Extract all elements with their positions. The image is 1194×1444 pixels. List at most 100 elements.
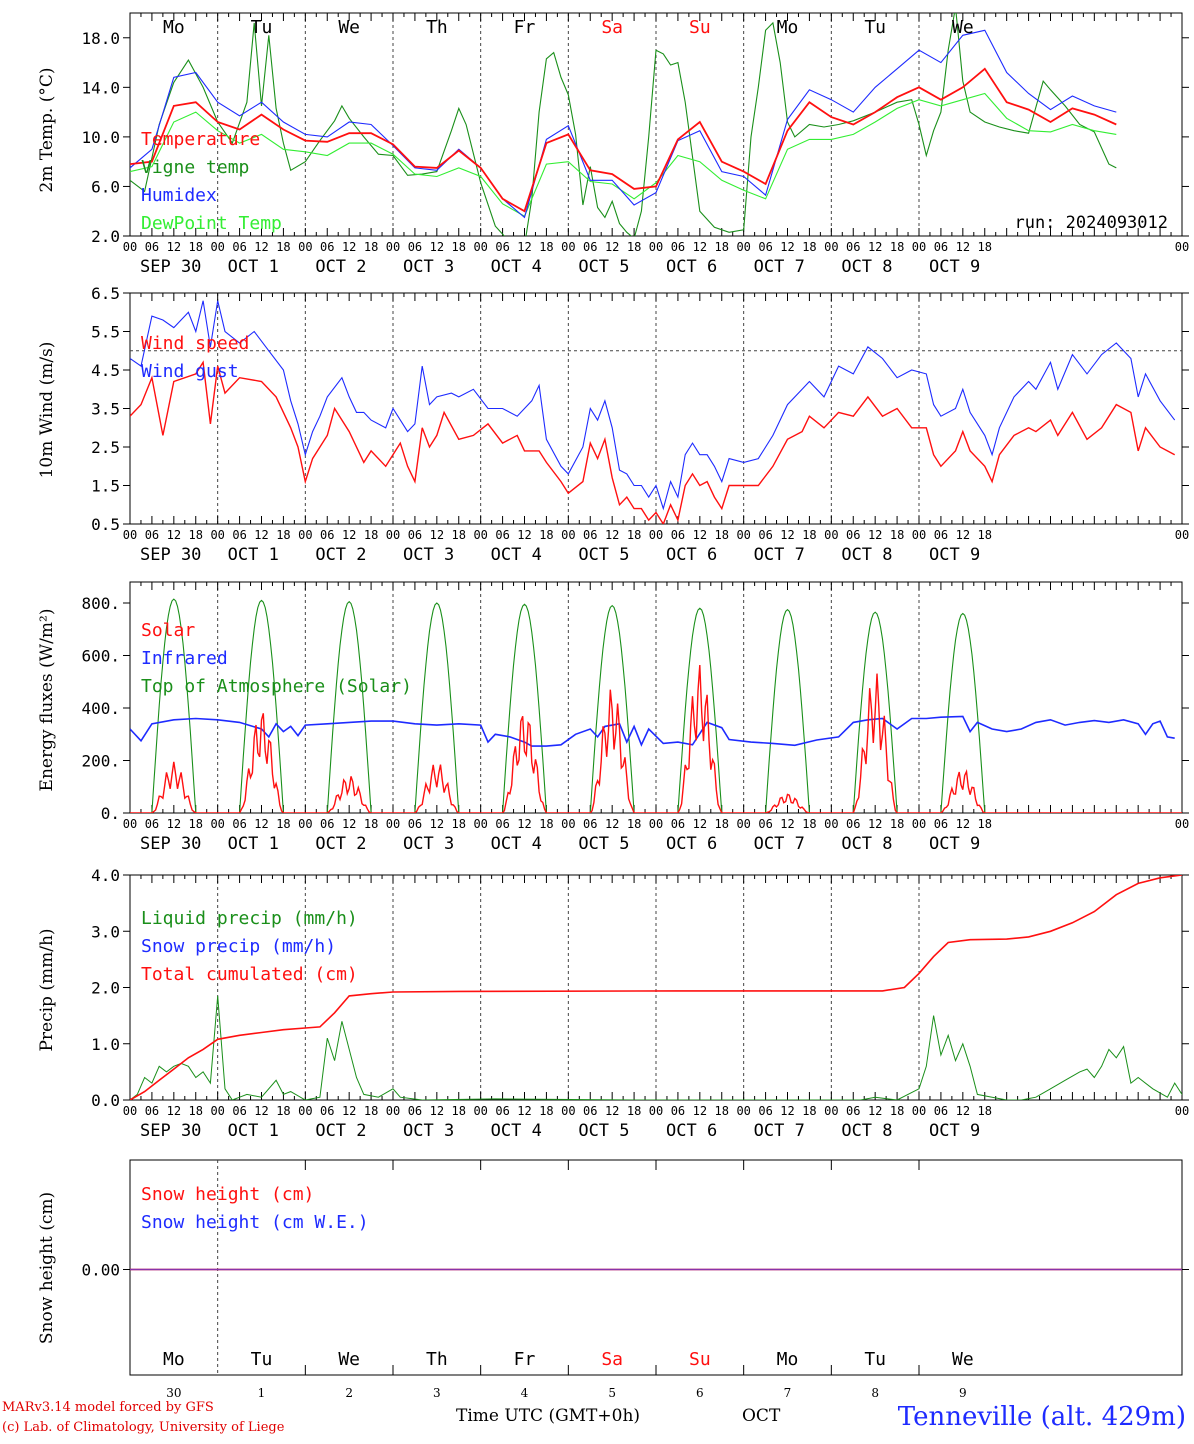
hour-tick-label: 18 — [627, 817, 641, 831]
date-label: OCT 5 — [578, 257, 629, 277]
hour-tick-label: 12 — [517, 1104, 531, 1118]
hour-tick-label: 06 — [320, 1104, 334, 1118]
hour-tick-label: 12 — [605, 240, 619, 254]
legend-entry: DewPoint Temp — [141, 213, 282, 234]
hour-tick-label: 06 — [758, 240, 772, 254]
day-name: Th — [426, 1349, 448, 1370]
date-label: OCT 4 — [491, 257, 542, 277]
day-name: We — [338, 17, 360, 38]
hour-tick-label: 12 — [693, 240, 707, 254]
day-number: 4 — [521, 1386, 529, 1400]
date-label: OCT 5 — [578, 834, 629, 854]
hour-tick-label: 12 — [868, 817, 882, 831]
day-number: 8 — [871, 1386, 879, 1400]
hour-tick-label: 12 — [254, 1104, 268, 1118]
date-label: OCT 5 — [578, 1121, 629, 1141]
date-label: OCT 1 — [228, 257, 279, 277]
day-number: 9 — [959, 1386, 967, 1400]
hour-tick-label: 06 — [583, 1104, 597, 1118]
hour-tick-label: 00 — [561, 1104, 575, 1118]
date-label: SEP 30 — [140, 834, 201, 854]
hour-tick-label: 18 — [189, 528, 203, 542]
y-axis-label: Precip (mm/h) — [37, 928, 57, 1051]
hour-tick-label: 12 — [956, 528, 970, 542]
legend-entry: Humidex — [141, 185, 217, 206]
hour-tick-label: 18 — [802, 528, 816, 542]
hour-tick-label: 00 — [736, 1104, 750, 1118]
day-name: Fr — [514, 1349, 536, 1370]
hour-tick-label: 06 — [934, 817, 948, 831]
date-label: SEP 30 — [140, 257, 201, 277]
hour-tick-label: 00 — [736, 817, 750, 831]
hour-tick-label: 00 — [386, 1104, 400, 1118]
hour-tick-label: 00 — [824, 817, 838, 831]
hour-tick-label: 06 — [671, 528, 685, 542]
date-label: OCT 7 — [754, 834, 805, 854]
hour-tick-label: 06 — [934, 528, 948, 542]
legend-entry: Infrared — [141, 648, 228, 669]
hour-tick-label: 00 — [649, 1104, 663, 1118]
series-wind-speed — [130, 360, 1176, 524]
hour-tick-label: 18 — [978, 1104, 992, 1118]
day-number: 30 — [166, 1386, 181, 1400]
hour-tick-label: 18 — [276, 1104, 290, 1118]
hour-tick-label: 06 — [408, 528, 422, 542]
hour-tick-label: 06 — [232, 817, 246, 831]
hour-tick-label: 12 — [430, 528, 444, 542]
hour-tick-label: 18 — [627, 528, 641, 542]
hour-tick-label: 06 — [408, 240, 422, 254]
y-tick-label: 0.5 — [91, 515, 120, 534]
hour-tick-label: 00 — [210, 240, 224, 254]
hour-tick-label: 18 — [189, 817, 203, 831]
date-label: OCT 7 — [754, 257, 805, 277]
date-label: OCT 2 — [315, 257, 366, 277]
y-tick-label: 4.5 — [91, 361, 120, 380]
legend-entry: Vigne temp — [141, 157, 249, 178]
y-tick-label: 14.0 — [81, 78, 120, 97]
legend-entry: Top of Atmosphere (Solar) — [141, 676, 412, 697]
hour-tick-label: 12 — [780, 817, 794, 831]
legend-entry: Snow height (cm W.E.) — [141, 1212, 369, 1233]
hour-tick-label: 18 — [276, 240, 290, 254]
y-tick-label: 1.5 — [91, 477, 120, 496]
hour-tick-label: 12 — [254, 528, 268, 542]
hour-tick-label: 06 — [232, 240, 246, 254]
hour-tick-label: 00 — [123, 528, 137, 542]
legend-entry: Solar — [141, 620, 195, 641]
hour-tick-label: 00 — [123, 1104, 137, 1118]
hour-tick-label: 06 — [145, 817, 159, 831]
run-label: run: 2024093012 — [1014, 213, 1168, 233]
hour-tick-label: 00 — [649, 240, 663, 254]
day-name: Tu — [251, 17, 273, 38]
hour-tick-label: 06 — [320, 240, 334, 254]
date-label: SEP 30 — [140, 545, 201, 565]
day-name: Tu — [864, 1349, 886, 1370]
hour-tick-label: 00 — [473, 240, 487, 254]
date-label: OCT 8 — [841, 834, 892, 854]
y-axis-label: 2m Temp. (°C) — [37, 67, 57, 192]
lab-credit: (c) Lab. of Climatology, University of L… — [2, 1420, 285, 1435]
hour-tick-label: 12 — [517, 817, 531, 831]
day-name: Su — [689, 17, 711, 38]
hour-tick-label: 06 — [320, 817, 334, 831]
hour-tick-label: 06 — [232, 1104, 246, 1118]
y-tick-label: 200. — [81, 752, 120, 771]
hour-tick-label: 12 — [693, 528, 707, 542]
hour-tick-label: 18 — [452, 817, 466, 831]
y-tick-label: 3.0 — [91, 922, 120, 941]
hour-tick-label: 18 — [627, 1104, 641, 1118]
date-label: OCT 5 — [578, 545, 629, 565]
hour-tick-label: 12 — [430, 1104, 444, 1118]
hour-tick-label: 00 — [561, 817, 575, 831]
day-number: 3 — [433, 1386, 441, 1400]
y-axis-label: Energy fluxes (W/m²) — [37, 609, 57, 792]
hour-tick-label: 06 — [408, 1104, 422, 1118]
hour-tick-label: 00 — [473, 528, 487, 542]
date-label: OCT 3 — [403, 834, 454, 854]
day-name: We — [952, 1349, 974, 1370]
y-tick-label: 10.0 — [81, 128, 120, 147]
hour-tick-label: 00 — [298, 240, 312, 254]
date-label: OCT 6 — [666, 545, 717, 565]
